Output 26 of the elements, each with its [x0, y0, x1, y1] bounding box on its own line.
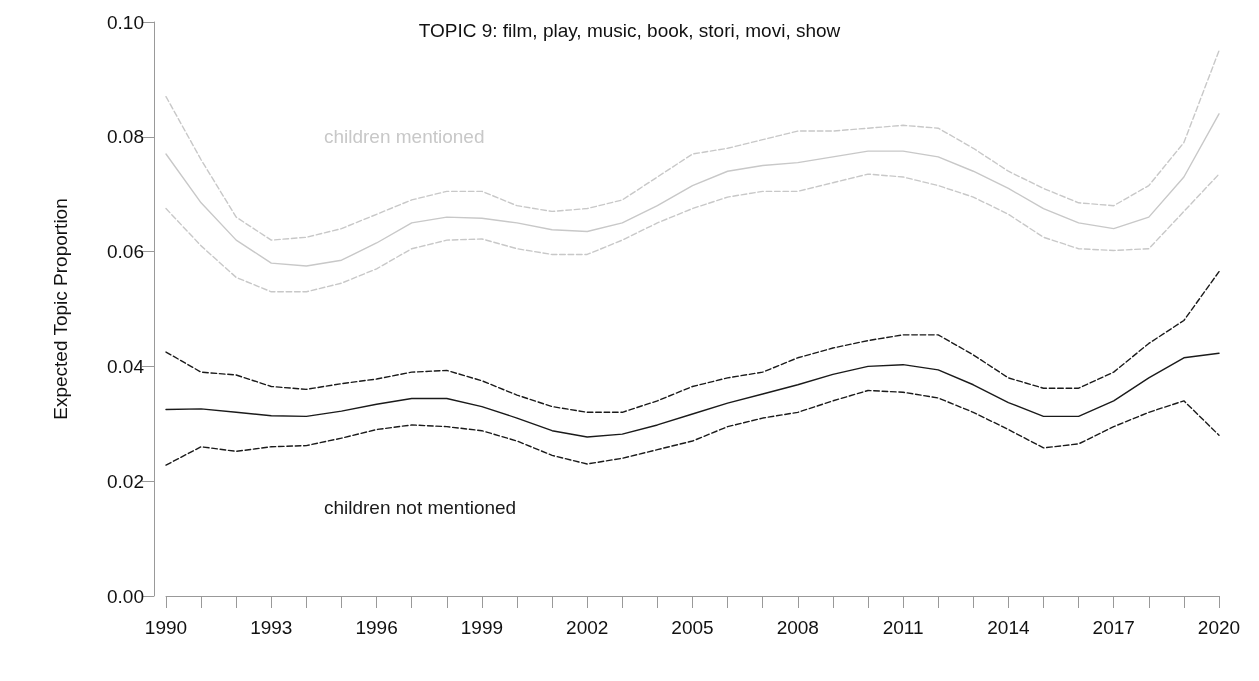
line-series [165, 50, 1220, 241]
x-tick-label: 1990 [144, 617, 188, 638]
line-series [165, 173, 1220, 293]
x-tick-label: 1999 [460, 617, 504, 638]
y-axis-title: Expected Topic Proportion [50, 198, 71, 420]
y-tick-label: 0.06 [107, 241, 144, 263]
x-tick-label: 2011 [882, 617, 924, 638]
x-tick-label: 2017 [1092, 617, 1135, 638]
y-tick-label: 0.10 [107, 11, 144, 33]
y-tick-label: 0.08 [107, 126, 144, 148]
y-tick-label: 0.02 [107, 470, 144, 492]
line-series [165, 352, 1220, 438]
chart-title: TOPIC 9: film, play, music, book, stori, movi, show [418, 20, 841, 41]
y-tick-label: 0.00 [107, 585, 144, 607]
x-tick-label: 2020 [1197, 617, 1241, 638]
line-series [165, 270, 1220, 414]
x-tick-label: 2002 [566, 617, 609, 638]
x-tick-label: 2014 [987, 617, 1030, 638]
line-series [165, 389, 1220, 466]
y-tick-label: 0.04 [107, 355, 145, 377]
x-tick-label: 2005 [671, 617, 714, 638]
line-series [165, 113, 1220, 267]
x-tick-label: 2008 [776, 617, 819, 638]
x-tick-label: 1993 [250, 617, 293, 638]
text: children not mentioned [323, 496, 517, 518]
x-tick-label: 1996 [355, 617, 398, 638]
